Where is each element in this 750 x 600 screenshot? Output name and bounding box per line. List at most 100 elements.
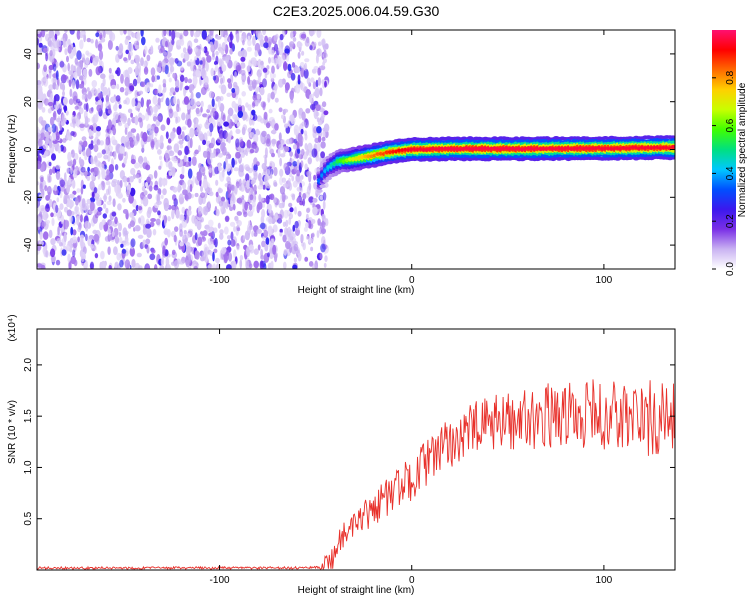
noise-blob <box>189 127 195 138</box>
noise-blob <box>169 108 173 114</box>
noise-blob <box>319 252 323 260</box>
noise-blob <box>37 216 42 225</box>
x-tick-label: 0 <box>409 275 415 286</box>
noise-blob <box>236 211 242 216</box>
noise-blob <box>304 62 308 71</box>
noise-blob <box>161 179 166 186</box>
noise-blob <box>264 156 267 167</box>
noise-blob <box>152 116 157 122</box>
noise-blob <box>280 54 286 64</box>
noise-blob <box>85 147 92 158</box>
noise-blob <box>262 184 266 190</box>
noise-blob <box>299 135 304 144</box>
noise-blob <box>48 84 54 91</box>
noise-blob <box>107 109 112 115</box>
noise-blob <box>259 260 264 269</box>
noise-blob <box>106 200 112 206</box>
noise-blob <box>323 48 327 59</box>
noise-blob <box>62 90 65 97</box>
noise-blob <box>200 86 207 96</box>
noise-blob <box>292 180 298 188</box>
noise-blob <box>70 64 75 72</box>
noise-blob <box>258 172 262 182</box>
noise-blob <box>184 85 190 91</box>
noise-blob <box>176 126 182 136</box>
noise-blob <box>320 112 325 121</box>
noise-blob <box>303 68 309 79</box>
noise-blob <box>55 171 61 180</box>
noise-blob <box>289 151 293 157</box>
noise-blob <box>240 152 245 158</box>
noise-blob <box>48 64 54 71</box>
noise-blob <box>118 193 123 199</box>
noise-blob <box>111 231 115 238</box>
noise-blob <box>57 145 62 154</box>
noise-blob <box>204 121 210 130</box>
noise-blob <box>76 50 82 61</box>
noise-blob <box>323 262 327 268</box>
noise-blob <box>127 42 134 53</box>
noise-blob <box>181 218 188 228</box>
noise-blob <box>182 181 187 190</box>
noise-blob <box>263 229 269 238</box>
noise-blob <box>119 87 125 93</box>
noise-blob <box>303 130 308 137</box>
noise-blob <box>45 136 49 145</box>
noise-blob <box>260 118 265 124</box>
noise-blob <box>251 141 258 149</box>
noise-blob <box>119 145 123 154</box>
noise-blob <box>261 208 266 219</box>
snr-y-multiplier: (x10⁴) <box>7 314 18 341</box>
noise-blob <box>88 107 94 114</box>
noise-blob <box>72 91 78 102</box>
noise-blob <box>265 169 271 176</box>
noise-blob <box>297 51 301 59</box>
noise-blob <box>67 44 72 54</box>
noise-blob <box>230 231 234 241</box>
noise-blob <box>201 47 205 52</box>
noise-blob <box>289 137 293 145</box>
noise-blob <box>120 135 126 146</box>
noise-blob <box>93 144 99 153</box>
noise-blob <box>227 114 231 124</box>
noise-blob <box>321 38 326 48</box>
noise-blob <box>292 37 297 42</box>
noise-blob <box>131 31 134 38</box>
noise-blob <box>42 231 49 240</box>
noise-blob <box>40 176 44 183</box>
noise-blob <box>120 73 124 84</box>
noise-blob <box>56 197 60 203</box>
noise-blob <box>70 226 74 236</box>
noise-blob <box>322 61 325 67</box>
noise-blob <box>62 138 67 143</box>
noise-blob <box>118 104 122 109</box>
noise-blob <box>166 263 170 269</box>
noise-blob <box>169 58 175 67</box>
noise-blob <box>318 41 322 47</box>
noise-blob <box>195 107 200 115</box>
noise-blob <box>306 77 311 85</box>
noise-blob <box>279 168 284 177</box>
noise-blob <box>175 79 180 89</box>
noise-blob <box>68 178 74 184</box>
noise-blob <box>105 207 109 214</box>
noise-blob <box>220 205 224 213</box>
noise-blob <box>57 115 61 127</box>
noise-blob <box>162 188 167 196</box>
noise-blob <box>294 220 299 229</box>
noise-blob <box>229 221 236 227</box>
noise-blob <box>60 121 65 127</box>
noise-blob <box>162 245 166 256</box>
noise-blob <box>289 207 294 213</box>
noise-blob <box>247 35 251 42</box>
noise-blob <box>38 42 43 48</box>
noise-blob <box>265 174 271 180</box>
noise-blob <box>238 147 244 153</box>
noise-blob <box>97 200 102 207</box>
noise-blob <box>278 78 284 88</box>
noise-blob <box>248 167 253 174</box>
noise-blob <box>109 220 115 227</box>
noise-blob <box>129 187 136 197</box>
noise-blob <box>237 110 244 119</box>
noise-blob <box>193 265 198 269</box>
